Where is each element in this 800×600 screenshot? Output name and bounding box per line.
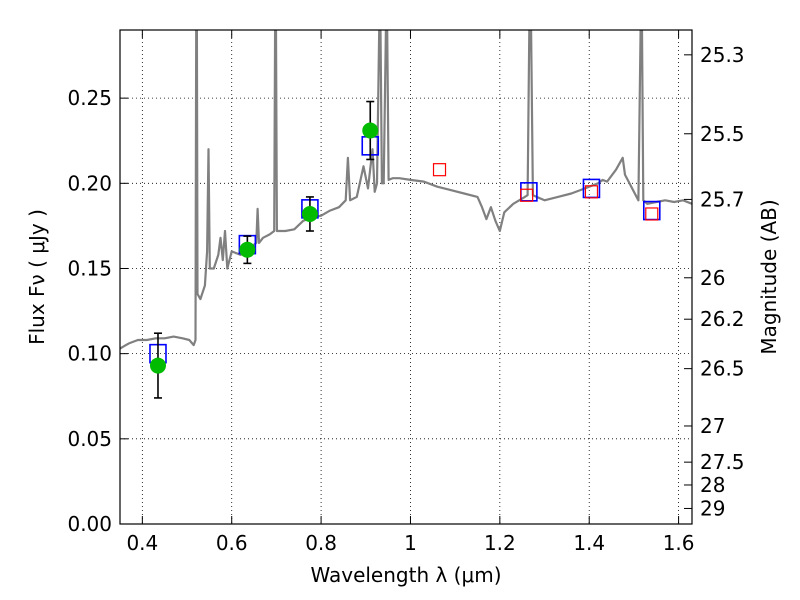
mag-tick-label: 25.7 bbox=[700, 187, 745, 211]
mag-tick-label: 25.5 bbox=[700, 122, 745, 146]
axes: 0.4 0.6 0.8 1 1.2 1.4 1.6 0.00 0.05 0.10 0.15 0.20 0… bbox=[67, 30, 745, 555]
nir-box-marker bbox=[645, 207, 659, 221]
nir-box-marker bbox=[520, 188, 534, 202]
x-axis-label: Wavelength λ (μm) bbox=[310, 563, 501, 587]
observed-point bbox=[301, 205, 318, 222]
y-tick-label: 0.20 bbox=[67, 171, 112, 195]
mag-tick-label: 26 bbox=[700, 266, 725, 290]
plot-frame bbox=[119, 29, 693, 525]
marker-layer bbox=[149, 100, 661, 399]
mag-tick-label: 26.5 bbox=[700, 357, 745, 381]
y2-axis-label: Magnitude (AB) bbox=[757, 199, 781, 354]
x-tick-label: 1.6 bbox=[663, 531, 695, 555]
observed-point bbox=[362, 122, 379, 139]
observed-point bbox=[149, 357, 166, 374]
y-tick-label: 0.00 bbox=[67, 512, 112, 536]
nir-box-marker bbox=[432, 163, 447, 177]
nir-box-marker bbox=[584, 185, 599, 199]
x-tick-label: 1.2 bbox=[484, 531, 516, 555]
x-tick-label: 0.8 bbox=[305, 531, 337, 555]
x-tick-label: 1 bbox=[404, 531, 417, 555]
y-tick-label: 0.25 bbox=[67, 86, 112, 110]
mag-tick-label: 25.3 bbox=[700, 43, 745, 67]
y-axis-label: Flux Fν ( μJy ) bbox=[25, 209, 49, 345]
mag-tick-label: 29 bbox=[700, 496, 725, 520]
mag-tick-label: 28 bbox=[700, 473, 725, 497]
mag-tick-label: 27 bbox=[700, 414, 725, 438]
y-tick-label: 0.05 bbox=[67, 427, 112, 451]
x-tick-label: 1.4 bbox=[573, 531, 605, 555]
mag-tick-label: 26.2 bbox=[700, 307, 745, 331]
observed-point bbox=[239, 241, 256, 258]
mag-tick-label: 27.5 bbox=[700, 450, 745, 474]
y-tick-label: 0.10 bbox=[67, 342, 112, 366]
x-tick-label: 0.6 bbox=[216, 531, 248, 555]
x-tick-label: 0.4 bbox=[126, 531, 158, 555]
y-tick-label: 0.15 bbox=[67, 256, 112, 280]
plot-background bbox=[120, 30, 692, 524]
